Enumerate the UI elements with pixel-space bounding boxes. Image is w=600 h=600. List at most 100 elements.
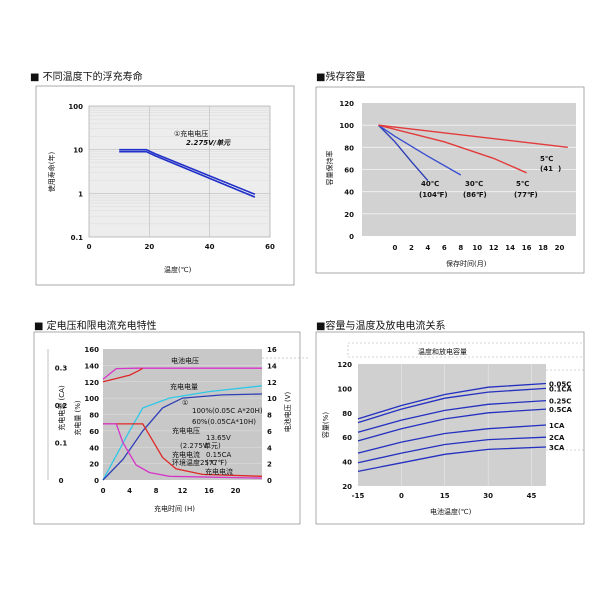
capacity-x-tick: 0	[399, 492, 404, 500]
charge-legend-text: 13.65V	[206, 434, 231, 442]
charge-ca-label: 充电电流 (CA)	[57, 385, 66, 431]
capacity-series-label: 3CA	[549, 444, 565, 452]
charge-legend-text: 0.15CA	[206, 451, 231, 459]
shelf-life-curve-label: (104℉)	[419, 191, 448, 199]
float-life-y-tick: 0.1	[71, 234, 84, 242]
shelf-life-chart: 0 20 40 60 80 100 120 0 2 4 6 8 10 12 14 16 18 20 40℃ (104℉…	[315, 86, 585, 274]
capacity-title-text: 容量与温度及放电电流关系	[325, 321, 446, 332]
capacity-x-tick: 30	[483, 492, 493, 500]
charge-x-tick: 4	[127, 487, 132, 495]
charge-ca-tick: 0	[59, 477, 64, 485]
capacity-x-label: 电池温度(℃)	[430, 507, 472, 516]
shelf-life-y-tick: 120	[339, 100, 354, 108]
charge-x-tick: 0	[101, 487, 106, 495]
capacity-series-label: 0.05C	[549, 381, 571, 389]
float-life-y-tick: 1	[78, 190, 83, 198]
charge-pct-tick: 140	[84, 362, 99, 370]
shelf-life-x-tick: 6	[442, 244, 447, 252]
float-life-title: ■ 不同温度下的浮充寿命	[30, 72, 143, 83]
shelf-life-x-tick: 10	[472, 244, 482, 252]
charge-title-text: 定电压和限电流充电特性	[46, 321, 157, 332]
shelf-life-y-tick: 80	[344, 144, 354, 152]
capacity-x-tick: 15	[440, 492, 450, 500]
capacity-series-0.25C	[357, 399, 547, 433]
float-life-annotation-2: 2.275V/单元	[186, 138, 231, 147]
shelf-life-x-tick: 12	[489, 244, 499, 252]
capacity-x-tick: 45	[527, 492, 537, 500]
charge-current-label: 充电电流	[205, 467, 233, 476]
shelf-life-series-1	[378, 124, 462, 176]
charge-pct-tick: 160	[84, 346, 99, 354]
float-life-series-lower	[119, 150, 256, 198]
charge-x-label: 充电时间 (H)	[154, 504, 195, 513]
charge-v-tick: 4	[267, 444, 272, 452]
charge-pct-tick: 0	[94, 477, 99, 485]
capacity-y-tick: 80	[342, 410, 352, 418]
capacity-series-0.5CA	[357, 408, 547, 442]
shelf-life-series-3	[378, 124, 568, 148]
shelf-life-curve-label: 30℃	[465, 180, 483, 188]
shelf-life-x-tick: 14	[505, 244, 515, 252]
charge-series-5	[103, 423, 263, 479]
shelf-life-curve-label: 40℃	[421, 180, 439, 188]
capacity-series-label: 0.25C	[549, 398, 571, 406]
shelf-life-curve-label: 5℃	[516, 180, 529, 188]
capacity-series-label: 0.1CA	[549, 385, 573, 393]
capacity-series-2CA	[357, 436, 547, 464]
capacity-series-1CA	[357, 424, 547, 454]
capacity-title: ■容量与温度及放电电流关系	[316, 321, 446, 332]
shelf-life-curve-label: (77℉)	[514, 191, 538, 199]
shelf-life-title: ■残存容量	[316, 72, 366, 83]
capacity-x-tick: -15	[352, 492, 365, 500]
float-life-y-tick: 100	[68, 103, 83, 111]
charge-x-tick: 12	[178, 487, 188, 495]
float-life-x-tick: 60	[265, 243, 275, 251]
charge-pct-tick: 20	[89, 461, 99, 469]
float-life-x-tick: 0	[87, 243, 92, 251]
charge-legend-text: 充电电流	[172, 450, 200, 459]
capacity-y-tick: 20	[342, 483, 352, 491]
shelf-life-curve-label: (41	[540, 165, 553, 173]
capacity-series-label: 0.5CA	[549, 406, 573, 414]
shelf-life-x-tick: 18	[538, 244, 548, 252]
charge-series-3	[102, 393, 263, 481]
shelf-life-curve-label: (86℉)	[463, 191, 487, 199]
float-life-x-label: 温度(℃)	[164, 265, 192, 274]
shelf-life-x-tick: 2	[409, 244, 414, 252]
capacity-y-tick: 100	[337, 385, 352, 393]
capacity-y-tick: 120	[337, 361, 352, 369]
charge-pct-tick: 60	[89, 428, 99, 436]
shelf-life-x-tick: 20	[555, 244, 565, 252]
charge-legend-text: 60%(0.05CA*10H)	[192, 418, 256, 426]
shelf-life-x-tick: 4	[425, 244, 430, 252]
charge-v-tick: 12	[267, 379, 277, 387]
shelf-life-x-tick: 0	[392, 244, 397, 252]
shelf-life-curve-label: )	[558, 165, 561, 173]
charge-legend-text: 充电电压	[172, 426, 200, 435]
charge-series-0	[102, 367, 262, 380]
charge-ca-tick: 0.2	[55, 402, 68, 410]
capacity-y-tick: 40	[342, 459, 352, 467]
capacity-series-0.05C	[357, 382, 547, 420]
float-life-x-tick: 40	[205, 243, 215, 251]
charge-voltage-label: 电池电压	[171, 356, 199, 365]
float-life-x-tick: 20	[144, 243, 154, 251]
charge-title: ■ 定电压和限电流充电特性	[34, 321, 157, 332]
float-life-y-label: 使用寿命(年)	[47, 152, 56, 193]
float-life-annotation-1: ①充电电压	[174, 129, 208, 138]
charge-v-tick: 0	[267, 477, 272, 485]
capacity-series-label: 2CA	[549, 434, 565, 442]
float-life-plot-area	[88, 105, 271, 238]
charge-v-tick: 14	[267, 362, 277, 370]
charge-v-tick: 2	[267, 461, 272, 469]
shelf-life-y-label: 容量保持率	[325, 151, 334, 186]
charge-v-tick: 6	[267, 428, 272, 436]
charge-series-2	[102, 385, 263, 481]
shelf-life-x-tick: 8	[458, 244, 463, 252]
charge-legend-text: 环境温度25℃	[172, 458, 217, 467]
charge-pct-tick: 100	[84, 395, 99, 403]
capacity-y-tick: 60	[342, 434, 352, 442]
charge-legend-text: 100%(0.05C A*20H)	[192, 407, 263, 415]
